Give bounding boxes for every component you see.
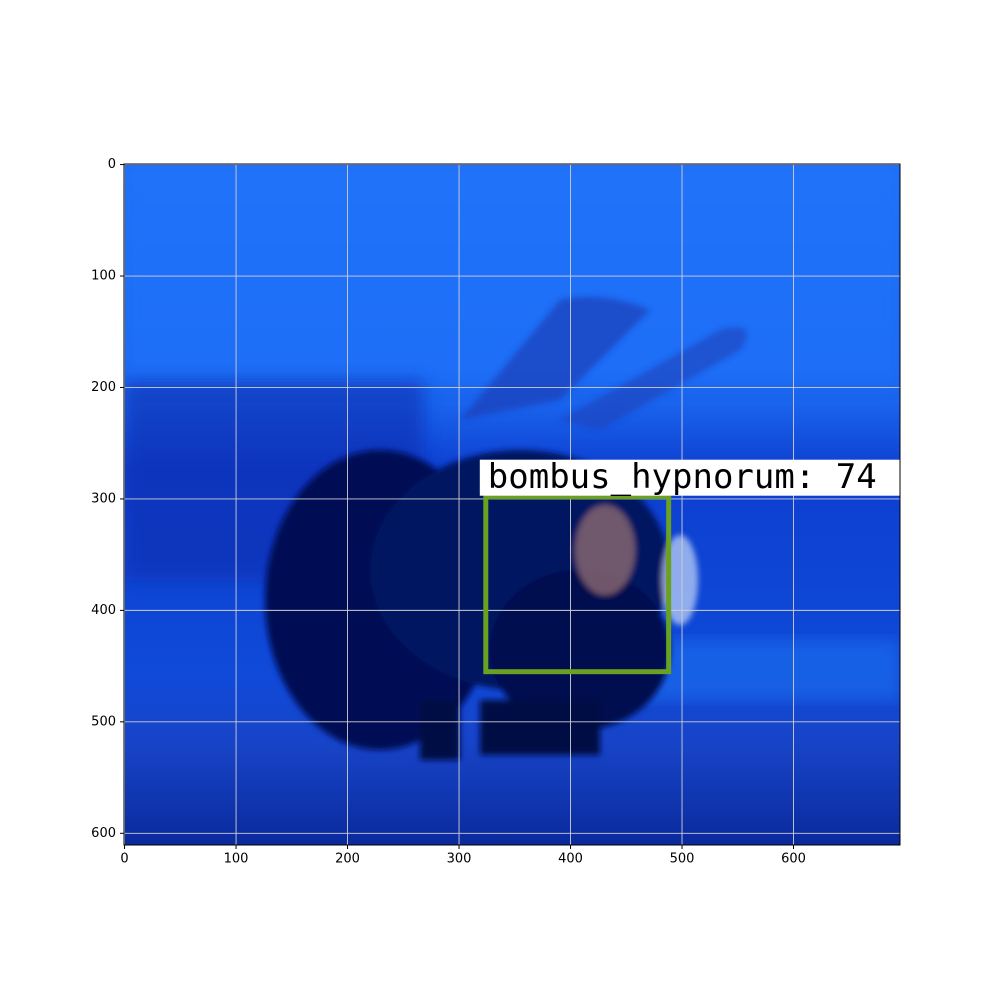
detection-label: bombus_hypnorum: 74 — [488, 457, 877, 497]
x-tick-label: 300 — [447, 852, 472, 867]
y-tick-label: 600 — [91, 826, 116, 841]
y-tick-label: 0 — [108, 157, 116, 172]
y-tick-label: 200 — [91, 380, 116, 395]
x-tick-label: 400 — [558, 852, 583, 867]
y-tick-label: 100 — [91, 269, 116, 284]
y-tick-label: 400 — [91, 603, 116, 618]
label-background — [479, 459, 900, 496]
photo — [124, 164, 900, 845]
x-tick-label: 500 — [670, 852, 695, 867]
y-tick-label: 500 — [91, 714, 116, 729]
x-tick-label: 0 — [120, 852, 128, 867]
bounding-box — [483, 494, 672, 675]
y-tick-label: 300 — [91, 491, 116, 506]
x-tick-label: 200 — [335, 852, 360, 867]
axes-frame — [123, 163, 901, 846]
x-tick-label: 600 — [781, 852, 806, 867]
x-tick-label: 100 — [224, 852, 249, 867]
